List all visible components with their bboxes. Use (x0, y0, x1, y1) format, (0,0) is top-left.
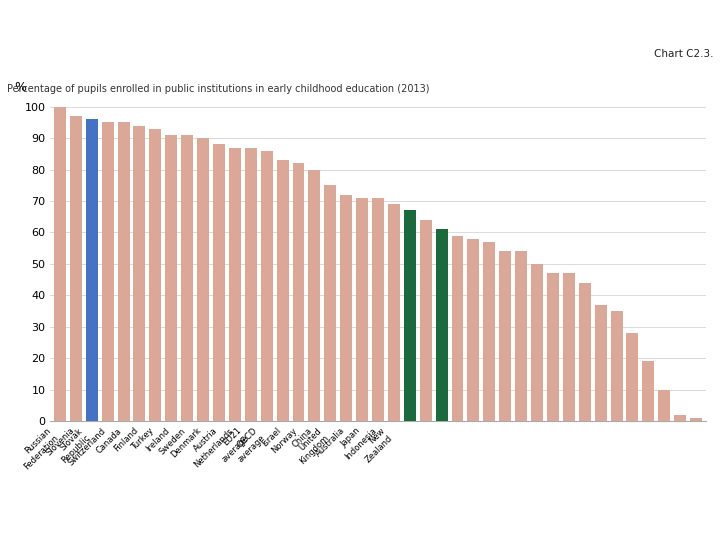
Bar (563, 273, 575, 421)
Bar (451, 235, 464, 421)
Bar (690, 418, 702, 421)
Bar (420, 220, 432, 421)
Bar (245, 147, 257, 421)
Bar (54, 106, 66, 421)
Bar (149, 129, 161, 421)
Bar (388, 204, 400, 421)
Bar (117, 123, 130, 421)
Bar (341, 195, 352, 421)
Bar (531, 264, 543, 421)
Bar (436, 230, 448, 421)
Bar (483, 242, 495, 421)
Bar (674, 415, 686, 421)
Bar (404, 211, 415, 421)
Text: Percentage of pupils enrolled in public institutions in early childhood educatio: Percentage of pupils enrolled in public … (7, 84, 430, 94)
Bar (642, 361, 654, 421)
Bar (261, 151, 273, 421)
Text: Large proportions of children are enrolled in public pre-
primary schools in Est: Large proportions of children are enroll… (9, 20, 472, 55)
Bar (181, 135, 193, 421)
Bar (70, 116, 82, 421)
Bar (658, 390, 670, 421)
Bar (499, 251, 511, 421)
Bar (547, 273, 559, 421)
Bar (197, 138, 209, 421)
Bar (102, 123, 114, 421)
Bar (166, 135, 177, 421)
Bar (308, 170, 320, 421)
Text: %: % (14, 81, 27, 94)
Bar (595, 305, 607, 421)
Bar (372, 198, 384, 421)
Bar (579, 283, 590, 421)
Bar (292, 163, 305, 421)
Bar (213, 144, 225, 421)
Bar (324, 185, 336, 421)
Bar (356, 198, 368, 421)
Text: Chart C2.3.: Chart C2.3. (654, 49, 714, 59)
Bar (229, 147, 240, 421)
Bar (133, 125, 145, 421)
Bar (467, 239, 480, 421)
Bar (516, 251, 527, 421)
Bar (276, 160, 289, 421)
Bar (611, 311, 623, 421)
Bar (626, 333, 639, 421)
Bar (86, 119, 98, 421)
